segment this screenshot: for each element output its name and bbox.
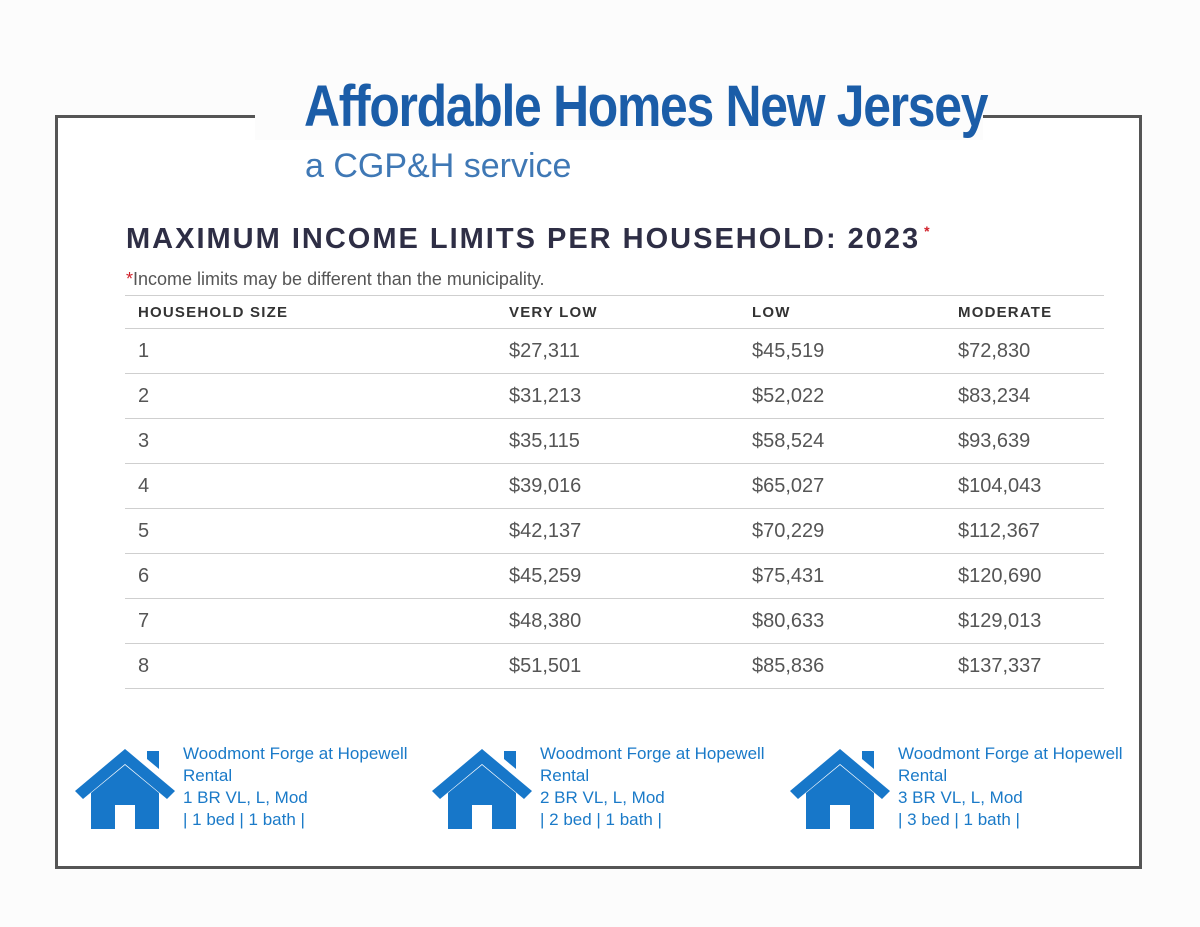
- cell-moderate: $120,690: [958, 553, 1104, 599]
- listing-info[interactable]: Woodmont Forge at Hopewell Rental 2 BR V…: [540, 743, 765, 831]
- cell-moderate: $104,043: [958, 463, 1104, 509]
- cell-very-low: $31,213: [509, 373, 752, 419]
- house-icon[interactable]: [75, 747, 175, 829]
- cell-moderate: $112,367: [958, 508, 1104, 554]
- cell-household-size: 5: [125, 508, 509, 554]
- page-title-text: MAXIMUM INCOME LIMITS PER HOUSEHOLD: 202…: [126, 223, 921, 255]
- cell-moderate: $72,830: [958, 328, 1104, 374]
- table-row: 1 $27,311 $45,519 $72,830: [125, 328, 1104, 374]
- house-icon[interactable]: [432, 747, 532, 829]
- listing-details[interactable]: | 2 bed | 1 bath |: [540, 810, 662, 829]
- listing-type[interactable]: Rental: [540, 766, 590, 785]
- cell-low: $52,022: [752, 373, 958, 419]
- cell-low: $45,519: [752, 328, 958, 374]
- listing-units[interactable]: 2 BR VL, L, Mod: [540, 788, 665, 807]
- table-header-row: HOUSEHOLD SIZE VERY LOW LOW MODERATE: [125, 295, 1104, 329]
- cell-low: $85,836: [752, 643, 958, 689]
- listing-details[interactable]: | 3 bed | 1 bath |: [898, 810, 1020, 829]
- table-row: 7 $48,380 $80,633 $129,013: [125, 598, 1104, 644]
- listing-name[interactable]: Woodmont Forge at Hopewell: [898, 744, 1123, 763]
- header-low: LOW: [752, 295, 958, 329]
- listing-info[interactable]: Woodmont Forge at Hopewell Rental 1 BR V…: [183, 743, 408, 831]
- footnote: *Income limits may be different than the…: [126, 269, 545, 290]
- listing-type[interactable]: Rental: [898, 766, 948, 785]
- listing-units[interactable]: 1 BR VL, L, Mod: [183, 788, 308, 807]
- cell-low: $65,027: [752, 463, 958, 509]
- cell-very-low: $51,501: [509, 643, 752, 689]
- listing-name[interactable]: Woodmont Forge at Hopewell: [183, 744, 408, 763]
- brand-title[interactable]: Affordable Homes New Jersey: [304, 74, 988, 139]
- listing-card[interactable]: Woodmont Forge at Hopewell Rental 2 BR V…: [432, 743, 772, 843]
- listing-units[interactable]: 3 BR VL, L, Mod: [898, 788, 1023, 807]
- table-row: 4 $39,016 $65,027 $104,043: [125, 463, 1104, 509]
- listing-info[interactable]: Woodmont Forge at Hopewell Rental 3 BR V…: [898, 743, 1123, 831]
- listing-name[interactable]: Woodmont Forge at Hopewell: [540, 744, 765, 763]
- header-very-low: VERY LOW: [509, 295, 752, 329]
- cell-very-low: $45,259: [509, 553, 752, 599]
- cell-low: $80,633: [752, 598, 958, 644]
- cell-household-size: 2: [125, 373, 509, 419]
- listing-details[interactable]: | 1 bed | 1 bath |: [183, 810, 305, 829]
- table-row: 3 $35,115 $58,524 $93,639: [125, 418, 1104, 464]
- cell-low: $58,524: [752, 418, 958, 464]
- income-limits-table: HOUSEHOLD SIZE VERY LOW LOW MODERATE 1 $…: [125, 295, 1104, 689]
- cell-moderate: $83,234: [958, 373, 1104, 419]
- cell-moderate: $93,639: [958, 418, 1104, 464]
- listing-type[interactable]: Rental: [183, 766, 233, 785]
- cell-household-size: 8: [125, 643, 509, 689]
- listing-card[interactable]: Woodmont Forge at Hopewell Rental 1 BR V…: [75, 743, 415, 843]
- cell-very-low: $48,380: [509, 598, 752, 644]
- cell-household-size: 4: [125, 463, 509, 509]
- cell-household-size: 7: [125, 598, 509, 644]
- asterisk-marker: *: [924, 223, 932, 239]
- page-title: MAXIMUM INCOME LIMITS PER HOUSEHOLD: 202…: [126, 223, 932, 256]
- table-row: 8 $51,501 $85,836 $137,337: [125, 643, 1104, 689]
- cell-low: $75,431: [752, 553, 958, 599]
- title-gap: [255, 100, 983, 140]
- cell-moderate: $129,013: [958, 598, 1104, 644]
- listing-card[interactable]: Woodmont Forge at Hopewell Rental 3 BR V…: [790, 743, 1130, 843]
- cell-very-low: $42,137: [509, 508, 752, 554]
- cell-very-low: $39,016: [509, 463, 752, 509]
- cell-household-size: 3: [125, 418, 509, 464]
- cell-moderate: $137,337: [958, 643, 1104, 689]
- table-row: 5 $42,137 $70,229 $112,367: [125, 508, 1104, 554]
- cell-household-size: 6: [125, 553, 509, 599]
- table-row: 2 $31,213 $52,022 $83,234: [125, 373, 1104, 419]
- brand-tagline: a CGP&H service: [305, 147, 572, 185]
- cell-low: $70,229: [752, 508, 958, 554]
- footnote-marker: *: [126, 269, 134, 289]
- header-household-size: HOUSEHOLD SIZE: [125, 295, 509, 329]
- footnote-text: Income limits may be different than the …: [133, 269, 545, 289]
- house-icon[interactable]: [790, 747, 890, 829]
- cell-very-low: $35,115: [509, 418, 752, 464]
- header-moderate: MODERATE: [958, 295, 1104, 329]
- cell-household-size: 1: [125, 328, 509, 374]
- table-row: 6 $45,259 $75,431 $120,690: [125, 553, 1104, 599]
- cell-very-low: $27,311: [509, 328, 752, 374]
